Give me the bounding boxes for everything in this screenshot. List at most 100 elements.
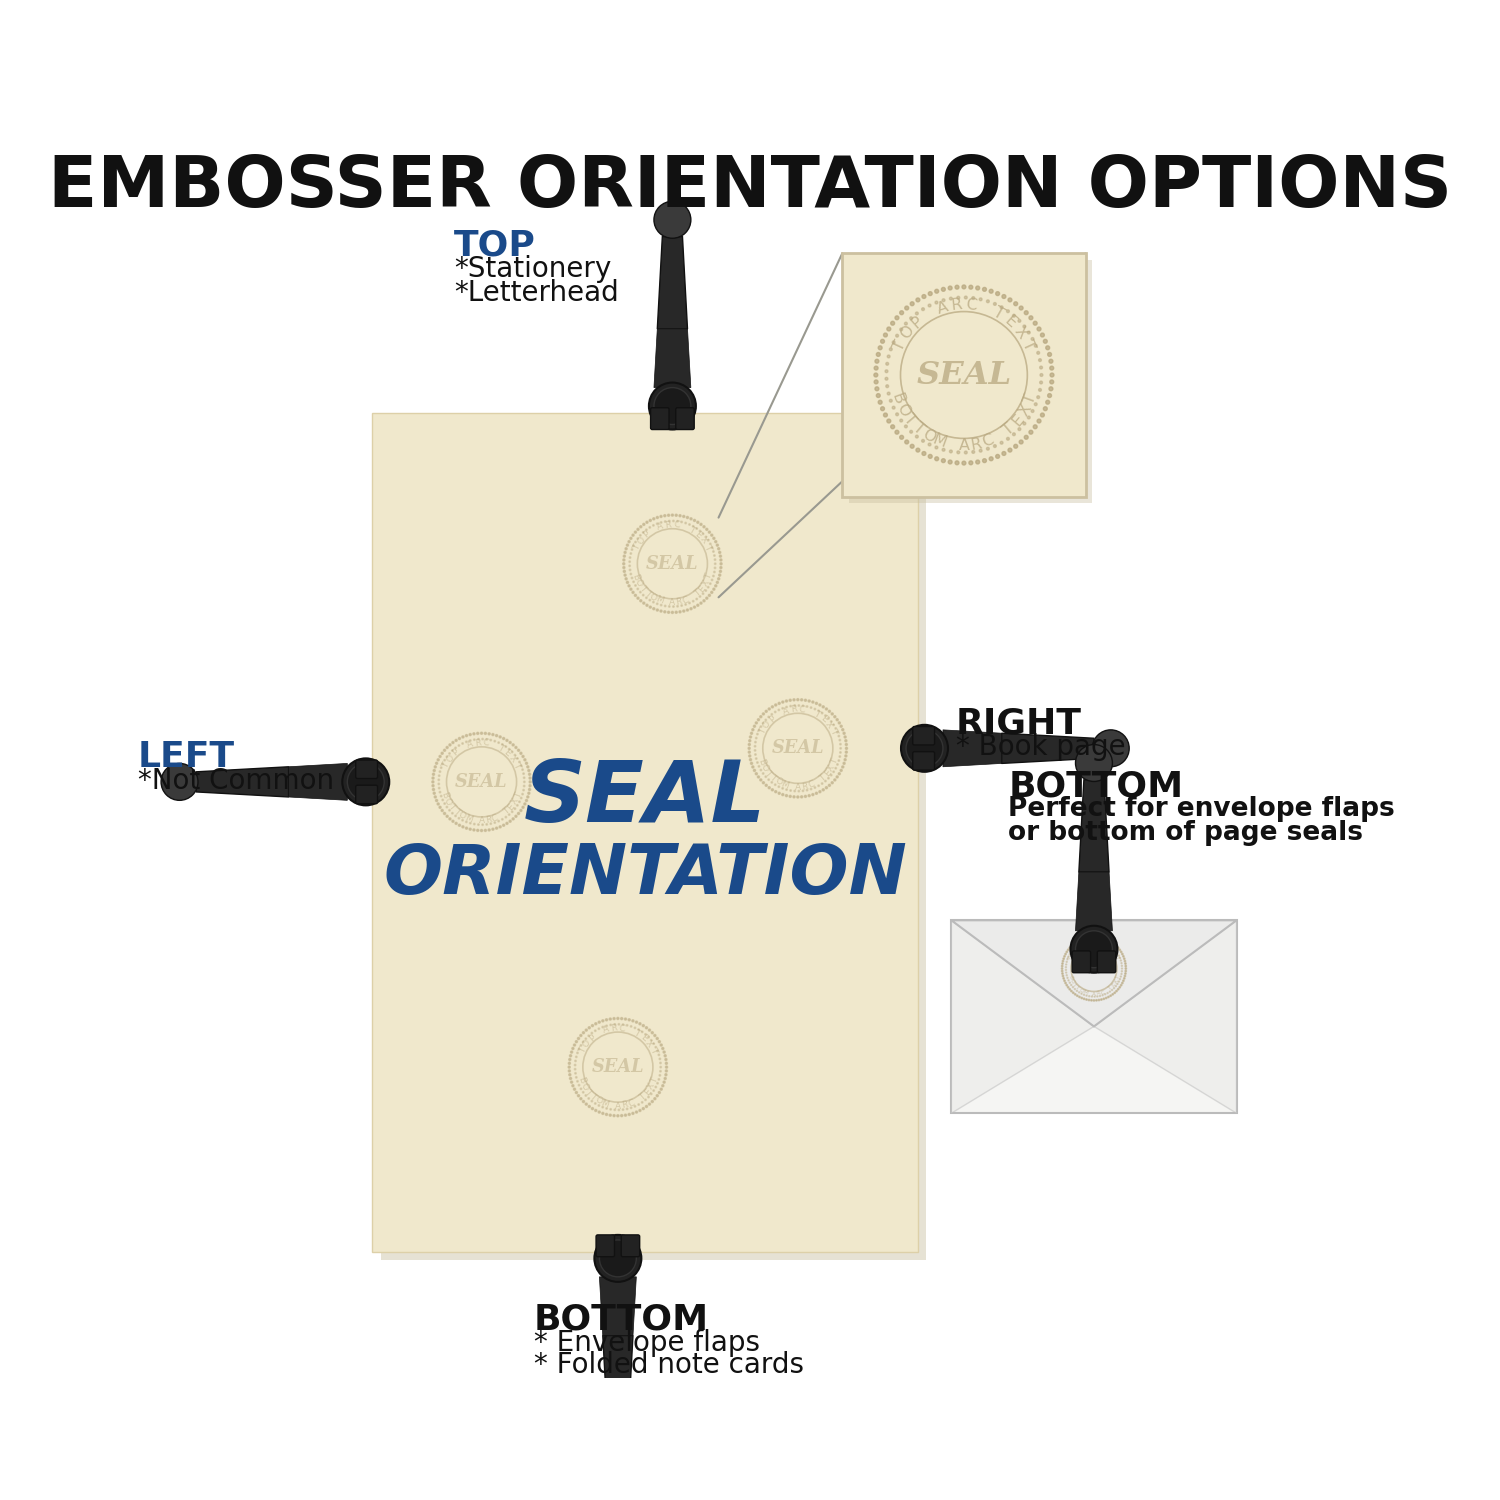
Circle shape xyxy=(1092,730,1130,766)
Circle shape xyxy=(786,706,788,708)
Circle shape xyxy=(642,531,644,532)
Circle shape xyxy=(520,752,522,754)
Circle shape xyxy=(687,609,688,610)
Circle shape xyxy=(642,1101,644,1102)
Circle shape xyxy=(454,740,458,741)
Circle shape xyxy=(705,590,706,591)
Circle shape xyxy=(768,778,770,780)
Circle shape xyxy=(886,363,888,364)
Text: E: E xyxy=(1010,411,1028,429)
Circle shape xyxy=(921,440,924,442)
Circle shape xyxy=(465,741,466,742)
Text: O: O xyxy=(458,810,468,820)
Circle shape xyxy=(1035,345,1036,346)
Circle shape xyxy=(756,722,758,724)
Circle shape xyxy=(585,1029,588,1030)
Circle shape xyxy=(1007,438,1010,440)
Circle shape xyxy=(950,450,952,453)
Circle shape xyxy=(602,1113,604,1114)
Circle shape xyxy=(922,294,926,298)
Circle shape xyxy=(712,537,716,540)
Circle shape xyxy=(675,610,678,614)
Circle shape xyxy=(886,419,891,423)
Circle shape xyxy=(789,699,792,702)
Circle shape xyxy=(771,782,772,783)
Circle shape xyxy=(650,526,651,528)
Circle shape xyxy=(591,1101,592,1102)
Circle shape xyxy=(833,724,834,726)
Circle shape xyxy=(1036,351,1040,354)
Polygon shape xyxy=(657,237,687,328)
Text: T: T xyxy=(704,573,714,580)
Circle shape xyxy=(768,716,770,717)
Circle shape xyxy=(435,762,438,765)
Circle shape xyxy=(440,756,441,758)
Circle shape xyxy=(580,1035,582,1036)
Circle shape xyxy=(928,454,932,459)
Circle shape xyxy=(610,1024,612,1026)
Circle shape xyxy=(574,1072,576,1074)
Circle shape xyxy=(660,604,662,606)
Circle shape xyxy=(654,1098,656,1100)
Circle shape xyxy=(628,566,630,567)
Circle shape xyxy=(500,736,501,738)
Circle shape xyxy=(1008,298,1013,302)
Circle shape xyxy=(880,339,885,344)
Circle shape xyxy=(972,297,975,300)
Circle shape xyxy=(433,766,436,768)
Text: A: A xyxy=(478,816,484,825)
Circle shape xyxy=(480,732,483,735)
Text: M: M xyxy=(780,780,789,790)
Circle shape xyxy=(714,555,716,556)
Circle shape xyxy=(572,1047,574,1050)
Circle shape xyxy=(654,201,692,238)
Circle shape xyxy=(666,1066,668,1068)
Circle shape xyxy=(874,374,878,376)
Circle shape xyxy=(458,818,459,819)
Circle shape xyxy=(1040,381,1042,384)
Circle shape xyxy=(627,1024,628,1026)
Circle shape xyxy=(942,448,945,452)
Text: E: E xyxy=(639,1032,648,1042)
Text: ORIENTATION: ORIENTATION xyxy=(384,840,908,908)
Circle shape xyxy=(778,702,780,705)
Circle shape xyxy=(680,514,681,517)
Circle shape xyxy=(884,333,888,338)
Circle shape xyxy=(662,1084,664,1088)
Circle shape xyxy=(582,1041,584,1042)
Circle shape xyxy=(782,794,784,795)
Text: T: T xyxy=(891,338,909,352)
Circle shape xyxy=(714,567,716,568)
Circle shape xyxy=(634,1028,636,1029)
Text: A: A xyxy=(958,438,969,453)
Text: T: T xyxy=(693,588,702,598)
Circle shape xyxy=(815,708,816,710)
Circle shape xyxy=(639,534,640,536)
FancyBboxPatch shape xyxy=(651,408,669,429)
Circle shape xyxy=(699,531,700,532)
Text: M: M xyxy=(600,1098,609,1108)
Circle shape xyxy=(465,827,468,830)
Circle shape xyxy=(756,738,758,740)
Circle shape xyxy=(801,796,802,798)
Circle shape xyxy=(634,531,636,532)
Circle shape xyxy=(836,776,839,778)
Circle shape xyxy=(660,1062,662,1064)
Text: SEAL: SEAL xyxy=(646,555,699,573)
Text: SEAL: SEAL xyxy=(1077,962,1112,975)
Circle shape xyxy=(652,1042,654,1044)
Circle shape xyxy=(462,819,464,821)
Circle shape xyxy=(524,759,526,760)
Circle shape xyxy=(578,1038,579,1040)
Circle shape xyxy=(660,1088,663,1090)
Text: C: C xyxy=(798,705,806,714)
Circle shape xyxy=(530,784,531,788)
Circle shape xyxy=(519,801,520,802)
Text: R: R xyxy=(969,436,982,453)
Circle shape xyxy=(700,602,702,604)
Circle shape xyxy=(1028,416,1030,419)
Text: T: T xyxy=(632,543,642,552)
Text: T: T xyxy=(830,758,840,765)
Circle shape xyxy=(432,784,433,788)
Circle shape xyxy=(771,714,772,716)
